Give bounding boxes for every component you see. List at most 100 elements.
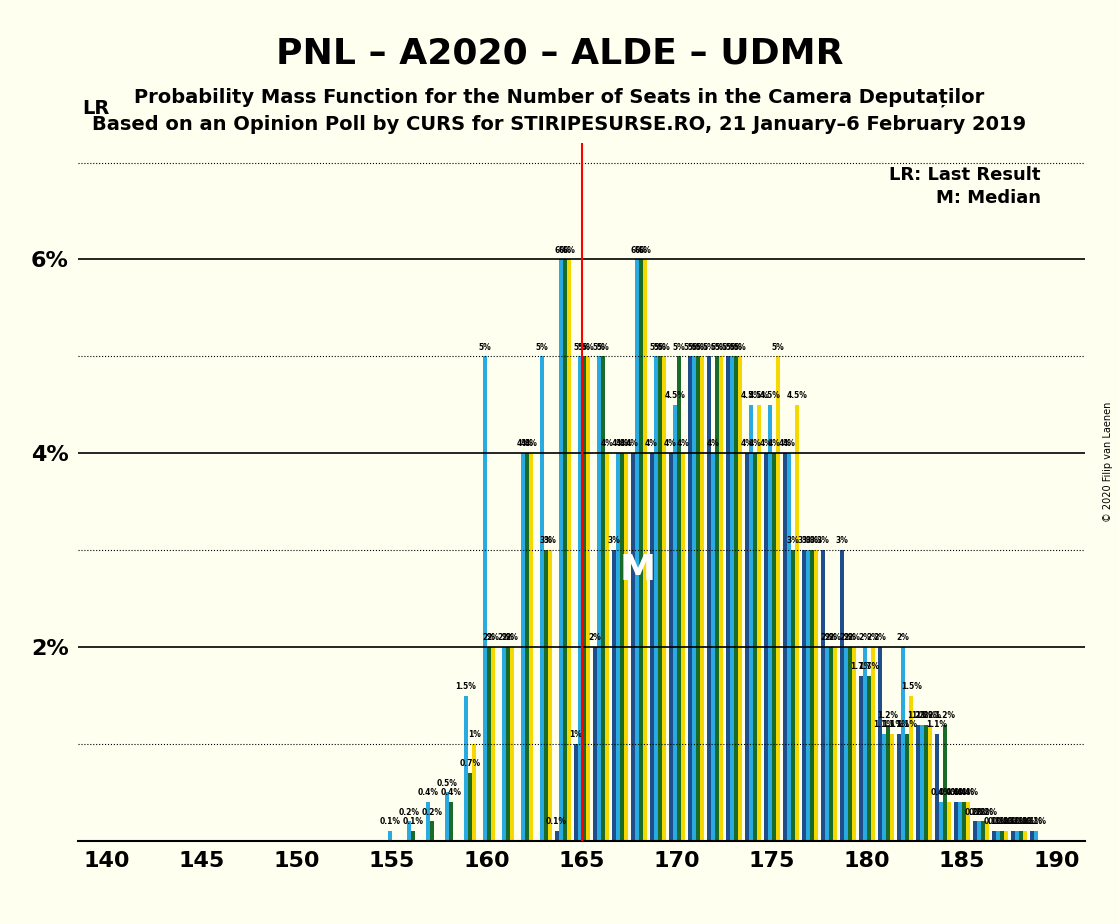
Text: 4%: 4% <box>516 440 529 448</box>
Bar <box>806 550 810 841</box>
Text: Based on an Opinion Poll by CURS for STIRIPESURSE.RO, 21 January–6 February 2019: Based on an Opinion Poll by CURS for STI… <box>93 116 1026 135</box>
Bar <box>901 647 905 841</box>
Bar <box>387 832 392 841</box>
Bar <box>520 454 525 841</box>
Bar <box>668 454 673 841</box>
Text: 5%: 5% <box>535 343 548 351</box>
Text: 4.5%: 4.5% <box>760 391 780 400</box>
Text: 2%: 2% <box>482 633 496 642</box>
Bar <box>1015 832 1019 841</box>
Text: 2%: 2% <box>896 633 910 642</box>
Bar <box>574 744 577 841</box>
Text: 4%: 4% <box>525 440 537 448</box>
Bar <box>996 832 1000 841</box>
Text: 0.1%: 0.1% <box>403 818 423 826</box>
Text: 4%: 4% <box>677 440 689 448</box>
Text: 5%: 5% <box>734 343 746 351</box>
Text: 2%: 2% <box>589 633 601 642</box>
Bar <box>981 821 985 841</box>
Text: 1.2%: 1.2% <box>877 711 899 720</box>
Text: 1.5%: 1.5% <box>901 682 922 690</box>
Bar <box>896 735 901 841</box>
Text: M: M <box>620 553 656 587</box>
Bar <box>620 454 624 841</box>
Text: 0.1%: 0.1% <box>1015 818 1036 826</box>
Text: 4%: 4% <box>620 440 632 448</box>
Text: PNL – A2020 – ALDE – UDMR: PNL – A2020 – ALDE – UDMR <box>275 37 844 71</box>
Text: 2%: 2% <box>820 633 834 642</box>
Text: 3%: 3% <box>810 536 822 545</box>
Bar <box>601 357 605 841</box>
Text: 2%: 2% <box>873 633 886 642</box>
Bar <box>730 357 734 841</box>
Text: 0.1%: 0.1% <box>996 818 1017 826</box>
Bar <box>791 550 796 841</box>
Bar <box>886 724 890 841</box>
Text: 0.4%: 0.4% <box>417 788 439 797</box>
Bar <box>525 454 529 841</box>
Bar <box>653 357 658 841</box>
Text: 0.2%: 0.2% <box>398 808 420 817</box>
Bar <box>877 647 882 841</box>
Bar <box>1023 832 1027 841</box>
Text: 5%: 5% <box>596 343 610 351</box>
Bar <box>1004 832 1008 841</box>
Bar <box>815 550 818 841</box>
Text: 4%: 4% <box>749 440 761 448</box>
Text: 0.2%: 0.2% <box>977 808 998 817</box>
Bar <box>905 735 909 841</box>
Text: 1.1%: 1.1% <box>882 721 903 729</box>
Bar <box>1019 832 1023 841</box>
Bar <box>882 735 886 841</box>
Text: 0.1%: 0.1% <box>379 818 401 826</box>
Text: 4%: 4% <box>665 440 677 448</box>
Bar <box>839 550 844 841</box>
Text: 1.1%: 1.1% <box>873 721 894 729</box>
Bar <box>696 357 700 841</box>
Bar <box>972 821 977 841</box>
Text: 5%: 5% <box>577 343 591 351</box>
Bar <box>487 647 491 841</box>
Bar <box>934 735 939 841</box>
Bar <box>810 550 815 841</box>
Text: 5%: 5% <box>592 343 605 351</box>
Text: 0.4%: 0.4% <box>441 788 461 797</box>
Bar <box>639 260 643 841</box>
Text: 1.2%: 1.2% <box>920 711 941 720</box>
Text: 4.5%: 4.5% <box>665 391 685 400</box>
Text: 2%: 2% <box>487 633 499 642</box>
Bar <box>734 357 739 841</box>
Text: 4%: 4% <box>706 440 720 448</box>
Text: 0.1%: 0.1% <box>1022 818 1042 826</box>
Bar <box>563 260 567 841</box>
Text: © 2020 Filip van Laenen: © 2020 Filip van Laenen <box>1103 402 1113 522</box>
Bar <box>411 832 415 841</box>
Text: 0.4%: 0.4% <box>949 788 970 797</box>
Bar <box>820 550 825 841</box>
Bar <box>529 454 534 841</box>
Text: 2%: 2% <box>848 633 861 642</box>
Bar <box>677 357 681 841</box>
Bar <box>943 724 947 841</box>
Text: 4%: 4% <box>520 440 534 448</box>
Text: 1%: 1% <box>468 730 480 739</box>
Bar <box>482 357 487 841</box>
Text: 3%: 3% <box>797 536 810 545</box>
Text: 0.4%: 0.4% <box>946 788 966 797</box>
Text: 0.2%: 0.2% <box>972 808 994 817</box>
Text: 1.1%: 1.1% <box>896 721 918 729</box>
Text: 5%: 5% <box>573 343 586 351</box>
Bar <box>611 550 615 841</box>
Bar <box>739 357 742 841</box>
Bar <box>586 357 590 841</box>
Bar <box>947 802 951 841</box>
Bar <box>463 696 468 841</box>
Text: 0.2%: 0.2% <box>422 808 442 817</box>
Text: 5%: 5% <box>687 343 700 351</box>
Bar <box>1034 832 1038 841</box>
Bar <box>871 647 875 841</box>
Bar <box>924 724 928 841</box>
Text: LR: Last Result: LR: Last Result <box>890 166 1041 184</box>
Bar <box>844 647 848 841</box>
Text: 5%: 5% <box>772 343 784 351</box>
